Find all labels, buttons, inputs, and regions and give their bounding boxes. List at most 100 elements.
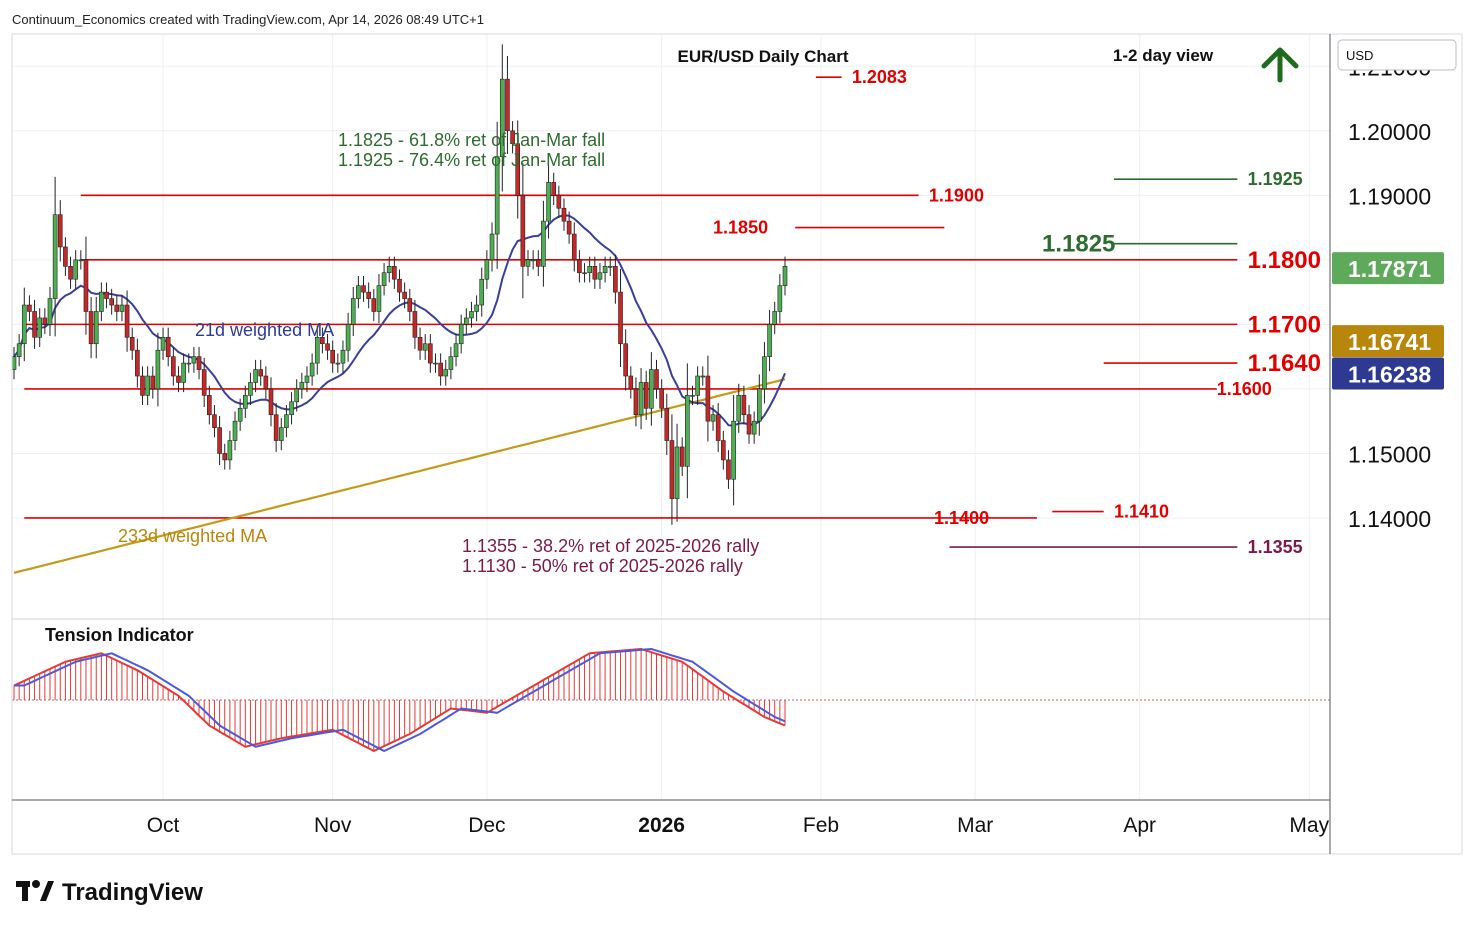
candle-up	[345, 312, 351, 362]
candle-body	[350, 298, 356, 325]
candle-down	[721, 430, 726, 470]
candle-body	[11, 356, 17, 370]
candle-down	[32, 299, 37, 349]
candle-body	[494, 156, 500, 235]
price-tag-box	[1332, 357, 1444, 390]
candle-body	[607, 266, 613, 268]
candle-body	[284, 414, 289, 428]
candle-body	[649, 369, 654, 409]
candle-body	[746, 414, 752, 435]
candle-down	[371, 288, 377, 322]
candle-up	[350, 286, 356, 337]
fib-upper-line-1: 1.1825 - 61.8% ret of Jan-Mar fall	[338, 130, 605, 150]
candle-body	[376, 285, 382, 312]
level-label: 1.1410	[1114, 502, 1169, 522]
candle-up	[304, 366, 310, 393]
candle-body	[643, 382, 649, 409]
credit-text: Continuum_Economics created with Trading…	[12, 12, 484, 27]
candle-up	[47, 286, 53, 337]
candle-up	[191, 346, 197, 373]
price-tick-label: 1.15000	[1348, 441, 1431, 467]
candle-body	[135, 349, 140, 377]
candle-body	[171, 356, 176, 377]
candle-body	[726, 459, 731, 480]
ma-233-line	[13, 378, 786, 574]
candle-up	[376, 274, 382, 324]
candle-body	[371, 298, 377, 312]
level-label: 1.1600	[1217, 379, 1272, 399]
candle-body	[499, 78, 505, 157]
candle-body	[659, 388, 664, 409]
candle-body	[299, 382, 305, 390]
candle-down	[57, 200, 63, 262]
candle-down	[505, 55, 510, 155]
candle-up	[309, 353, 315, 386]
candle-down	[104, 282, 109, 309]
candle-body	[325, 343, 330, 351]
candle-down	[633, 377, 639, 427]
candle-up	[582, 263, 587, 283]
candle-up	[777, 274, 783, 324]
candle-body	[207, 395, 212, 416]
candle-body	[458, 324, 464, 345]
candle-body	[335, 362, 341, 365]
candle-body	[304, 375, 310, 383]
candle-up	[736, 383, 742, 433]
candle-body	[664, 407, 670, 441]
time-tick-label: Nov	[314, 814, 352, 837]
time-tick-label: Mar	[957, 814, 993, 837]
candle-up	[381, 263, 387, 296]
candle-body	[140, 375, 145, 396]
candle-up	[21, 287, 27, 362]
candle-body	[690, 395, 695, 397]
candle-up	[155, 332, 161, 407]
candle-body	[402, 291, 407, 299]
candle-body	[772, 311, 778, 325]
candle-up	[93, 296, 99, 359]
candle-down	[566, 211, 572, 244]
price-tag-box	[1332, 252, 1444, 285]
candle-down	[258, 359, 264, 386]
candle-down	[361, 275, 366, 302]
candle-down	[212, 405, 217, 438]
support-resistance-levels: 1.2083 1.1925 1.1900 1.1850 1.1825 1.1800 1.17…	[24, 67, 1321, 557]
candle-body	[294, 388, 300, 403]
candle-body	[721, 440, 726, 461]
time-axis[interactable]: Oct Nov Dec 2026 Feb Mar Apr May	[147, 814, 1330, 837]
candle-body	[386, 266, 392, 274]
fib-lower-line-2: 1.1130 - 50% ret of 2025-2026 rally	[462, 556, 743, 576]
candle-up	[756, 374, 762, 436]
candle-body	[145, 375, 150, 396]
candle-body	[515, 143, 521, 196]
candle-body	[453, 343, 459, 357]
candle-down	[407, 288, 413, 322]
time-tick-label: Dec	[468, 814, 505, 837]
candle-body	[119, 304, 125, 312]
candle-up	[494, 121, 500, 269]
candle-body	[32, 311, 37, 338]
chart-title: EUR/USD Daily Chart	[678, 47, 849, 66]
candle-body	[42, 317, 48, 325]
candle-up	[499, 44, 505, 192]
level-label: 1.1925	[1248, 169, 1303, 189]
candle-body	[602, 266, 608, 274]
price-tick-label: 1.14000	[1348, 506, 1431, 532]
candle-up	[433, 353, 438, 373]
candle-down	[654, 359, 659, 399]
candle-down	[613, 254, 618, 304]
candle-body	[114, 304, 120, 312]
candle-down	[551, 172, 557, 206]
candle-body	[469, 311, 474, 319]
candle-down	[217, 416, 222, 466]
last-price-tag: 1.17871	[1332, 252, 1444, 285]
indicator-title: Tension Indicator	[45, 625, 194, 645]
candle-down	[664, 393, 670, 456]
currency-badge[interactable]	[1337, 39, 1457, 71]
time-tick-label: Oct	[147, 814, 180, 837]
indicator-line	[13, 647, 786, 753]
candle-body	[715, 414, 721, 441]
candle-body	[309, 362, 315, 377]
level-label: 1.1850	[713, 218, 768, 238]
candle-up	[685, 363, 690, 499]
